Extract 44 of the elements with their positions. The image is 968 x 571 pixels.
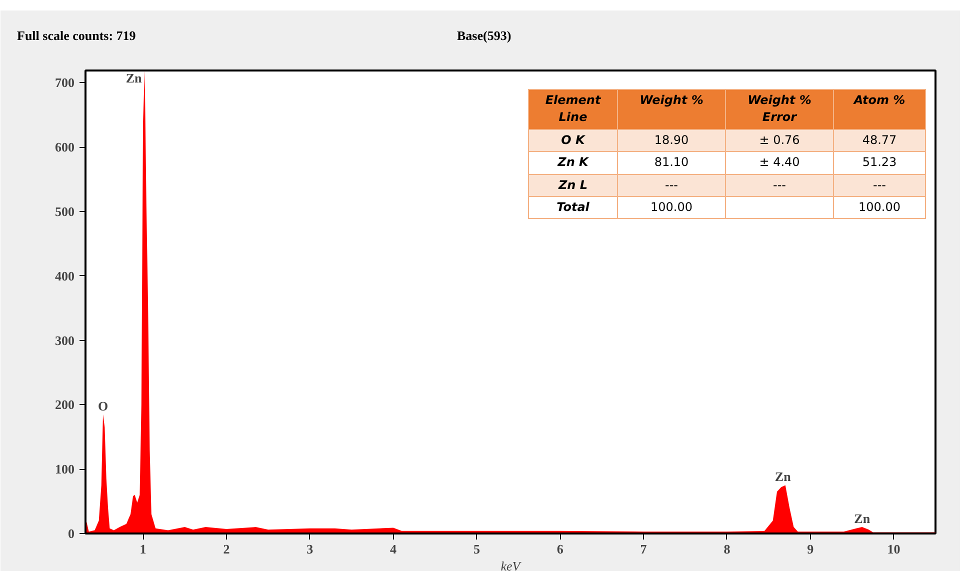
y-tick-label: 100	[55, 462, 74, 477]
x-tick-label: 2	[223, 542, 230, 556]
annotation: ---	[726, 174, 834, 196]
annotation: 51.23	[834, 152, 926, 174]
y-tick-label: 200	[55, 397, 74, 412]
annotation: Zn	[774, 469, 792, 484]
annotation: 100.00	[834, 196, 926, 219]
annotation: Zn	[126, 70, 142, 86]
annotation: Total	[528, 196, 618, 219]
y-tick-label: 500	[55, 204, 74, 220]
x-tick-label: 10	[887, 542, 900, 556]
x-tick-label: 1	[140, 542, 146, 556]
x-tick-label: 7	[640, 542, 648, 556]
annotation: ± 0.76	[726, 129, 834, 152]
x-tick-label: 9	[807, 542, 814, 556]
y-tick-label: 400	[55, 268, 74, 284]
x-axis-title: keV	[500, 558, 522, 571]
annotation: Weight % Error	[726, 90, 834, 130]
y-tick-label: 300	[55, 332, 74, 348]
annotation: 48.77	[834, 129, 926, 152]
annotation: 100.00	[618, 196, 726, 219]
annotation: Atom %	[834, 90, 926, 130]
text: Base(593)	[457, 27, 512, 45]
annotation: 18.90	[618, 129, 726, 152]
x-tick-label: 6	[556, 542, 564, 556]
x-tick-label: 4	[390, 542, 398, 556]
y-tick-label: 0	[68, 526, 74, 541]
annotation: 81.10	[618, 152, 726, 174]
x-tick-label: 5	[473, 542, 480, 556]
annotation: ---	[834, 174, 926, 196]
annotation: Zn K	[528, 152, 618, 174]
annotation: Zn L	[528, 174, 618, 196]
annotation: Weight %	[618, 90, 726, 130]
chart-title: Full scale counts: 719	[17, 27, 136, 45]
y-tick-label: 600	[55, 140, 74, 155]
annotation: Element Line	[528, 90, 618, 130]
annotation: ---	[618, 174, 726, 196]
x-tick-label: 8	[724, 542, 731, 556]
x-tick-label: 3	[306, 542, 314, 556]
y-tick-label: 700	[55, 75, 74, 90]
annotation: Zn	[854, 511, 871, 526]
annotation: ± 4.40	[726, 152, 834, 174]
annotation: O K	[528, 129, 618, 152]
annotation: O	[98, 398, 108, 414]
